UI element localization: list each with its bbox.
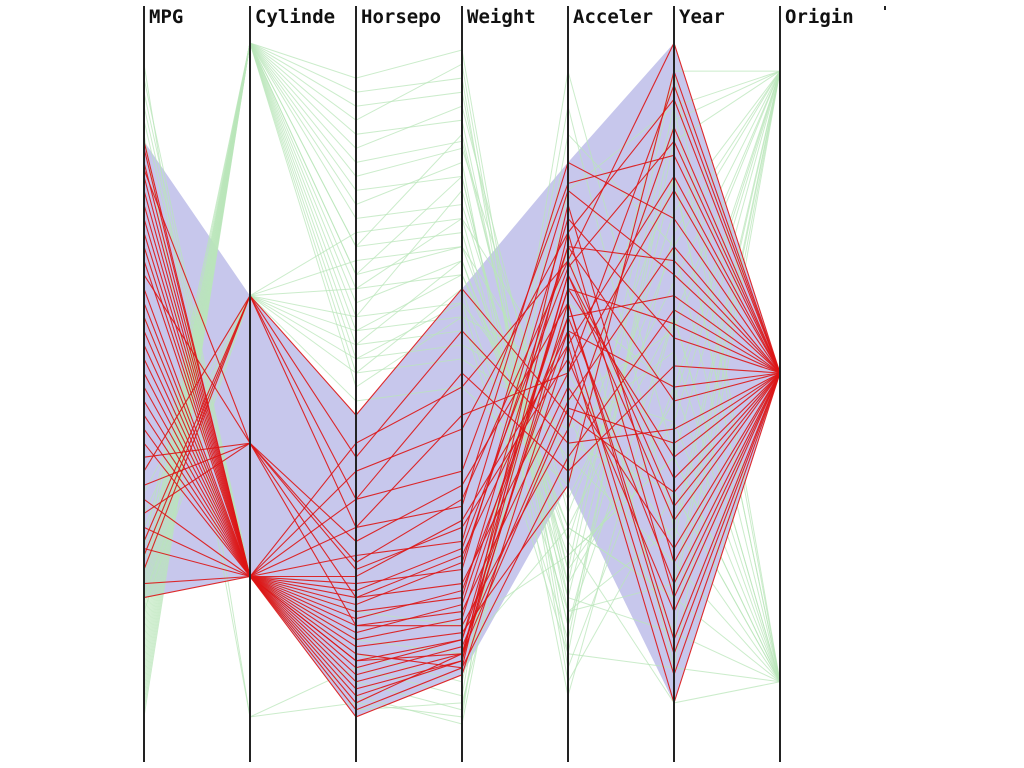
axis-label-weight: Weight bbox=[467, 6, 536, 28]
axes-layer bbox=[143, 6, 886, 762]
axis-label-year: Year bbox=[679, 6, 725, 28]
axis-label-origin: Origin bbox=[785, 6, 854, 28]
axis-label-horsepo: Horsepo bbox=[361, 6, 441, 28]
axis-label-mpg: MPG bbox=[149, 6, 183, 28]
axis-labels-layer: MPG Cylinde Horsepo Weight Acceler Year Origin bbox=[149, 6, 854, 28]
axis-label-cylinde: Cylinde bbox=[255, 6, 335, 28]
axis-label-acceler: Acceler bbox=[573, 6, 653, 28]
